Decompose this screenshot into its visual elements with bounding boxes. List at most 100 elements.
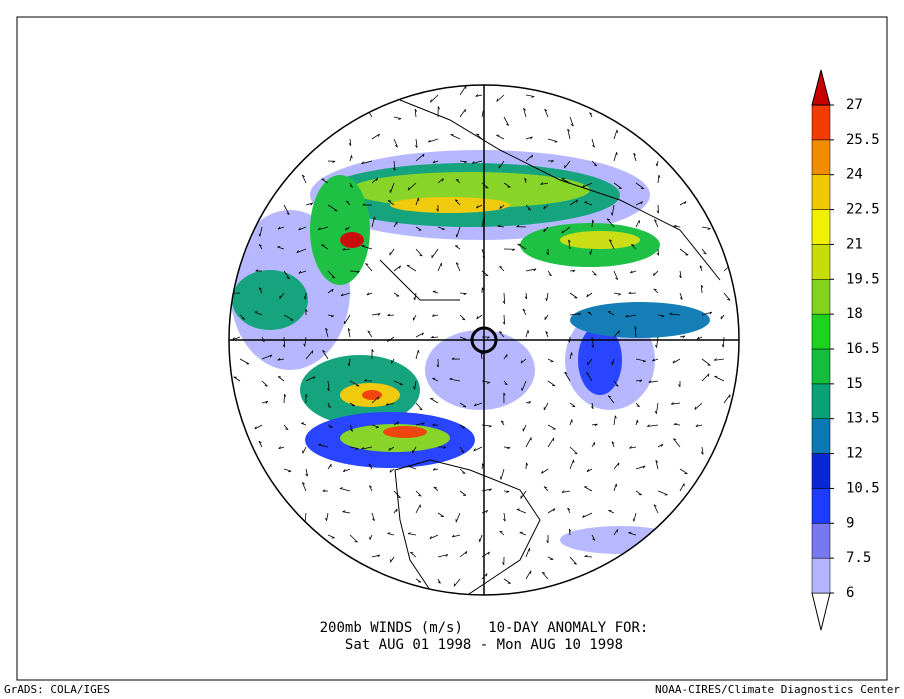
wind-vector bbox=[301, 174, 307, 184]
wind-vector bbox=[699, 265, 703, 272]
wind-vector bbox=[277, 226, 285, 230]
wind-vector bbox=[277, 376, 285, 382]
colorbar: 6 7.5 9 10.5 12 13.5 15 16.5 18 19.5 21 22.5 24 25.5 2… bbox=[811, 69, 880, 631]
wind-vector bbox=[547, 380, 556, 387]
wind-vector bbox=[437, 512, 445, 517]
wind-vector bbox=[279, 292, 285, 299]
colorbar-swatch bbox=[811, 348, 831, 385]
wind-vector bbox=[568, 239, 571, 250]
map bbox=[229, 85, 739, 595]
wind-vector bbox=[503, 248, 516, 251]
wind-vector bbox=[261, 380, 268, 387]
wind-vector bbox=[499, 204, 505, 210]
wind-vector bbox=[327, 380, 330, 392]
wind-vector bbox=[569, 313, 582, 316]
wind-vector bbox=[459, 160, 467, 164]
wind-vector bbox=[303, 292, 307, 300]
wind-vector bbox=[499, 266, 505, 272]
wind-vector bbox=[255, 269, 263, 272]
wind-vector bbox=[679, 270, 682, 279]
wind-vector bbox=[611, 358, 615, 365]
wind-vector bbox=[695, 424, 703, 428]
wind-vector bbox=[449, 377, 461, 382]
pole bbox=[470, 326, 498, 354]
wind-vector bbox=[410, 551, 417, 558]
wind-vector bbox=[415, 349, 420, 360]
wind-vector bbox=[476, 314, 483, 320]
wind-vector bbox=[653, 219, 659, 228]
wind-vector bbox=[500, 420, 505, 426]
wind-vector bbox=[503, 578, 511, 584]
wind-vector bbox=[521, 380, 527, 391]
wind-vector bbox=[547, 358, 554, 363]
wind-vector bbox=[657, 490, 668, 496]
wind-vector bbox=[349, 380, 360, 387]
wind-vector bbox=[349, 155, 353, 162]
wind-vector bbox=[568, 528, 572, 536]
wind-vector bbox=[700, 446, 704, 455]
wind-vector bbox=[499, 530, 505, 536]
wind-vector bbox=[543, 486, 549, 492]
wind-vector bbox=[591, 270, 597, 276]
wind-vector bbox=[502, 314, 505, 325]
wind-vector bbox=[453, 578, 461, 587]
wind-vector bbox=[345, 200, 351, 206]
colorbar-swatch bbox=[811, 313, 831, 350]
wind-vector bbox=[545, 292, 549, 301]
wind-vector bbox=[342, 247, 351, 251]
wind-vector bbox=[459, 292, 467, 296]
wind-vector bbox=[608, 509, 615, 514]
wind-vector bbox=[525, 570, 532, 580]
wind-vector bbox=[415, 504, 421, 514]
wind-vector bbox=[517, 243, 527, 250]
wind-vector bbox=[415, 578, 422, 583]
wind-vector bbox=[283, 270, 290, 280]
wind-vector bbox=[254, 424, 263, 430]
wind-vector bbox=[543, 226, 549, 233]
wind-vector bbox=[371, 216, 376, 228]
wind-vector bbox=[591, 219, 595, 228]
wind-vector bbox=[305, 309, 308, 316]
wind-vector bbox=[481, 182, 489, 189]
wind-vector bbox=[349, 534, 358, 543]
wind-vector bbox=[652, 358, 659, 362]
wind-vector bbox=[613, 182, 622, 189]
wind-vector bbox=[657, 443, 664, 448]
wind-vector bbox=[582, 512, 593, 518]
wind-vector bbox=[455, 262, 461, 272]
colorbar-label: 25.5 bbox=[846, 132, 880, 148]
wind-vector bbox=[723, 292, 731, 301]
wind-vector bbox=[629, 446, 637, 449]
wind-vector bbox=[261, 400, 269, 404]
wind-vector bbox=[670, 402, 681, 405]
wind-vector bbox=[258, 440, 263, 448]
colorbar-swatch bbox=[811, 139, 831, 175]
wind-vector bbox=[672, 358, 681, 364]
caption-line: 200mb WINDS (m/s) 10-DAY ANOMALY FOR: bbox=[320, 620, 649, 636]
wind-vector bbox=[325, 512, 329, 521]
wind-vector bbox=[413, 292, 417, 301]
wind-vector bbox=[525, 330, 530, 338]
wind-vector bbox=[277, 245, 285, 250]
wind-vector bbox=[369, 534, 373, 540]
wind-vector bbox=[503, 446, 511, 450]
wind-vector bbox=[679, 292, 683, 300]
wind-vector bbox=[327, 314, 334, 318]
wind-vector bbox=[525, 462, 529, 470]
wind-vector bbox=[282, 336, 286, 348]
coastline bbox=[379, 99, 721, 301]
wind-vector bbox=[340, 292, 351, 297]
wind-vector bbox=[432, 423, 439, 426]
wind-vector bbox=[430, 335, 439, 339]
wind-vector bbox=[233, 376, 241, 382]
colorbar-label: 24 bbox=[846, 167, 863, 183]
wind-vector bbox=[547, 424, 556, 430]
wind-vector bbox=[387, 532, 395, 536]
wind-vector bbox=[569, 352, 573, 360]
wind-vector bbox=[371, 396, 380, 404]
wind-vector bbox=[283, 393, 287, 404]
wind-vector bbox=[451, 357, 461, 360]
wind-vector bbox=[471, 160, 483, 164]
wind-vector bbox=[694, 402, 703, 410]
wind-vector bbox=[547, 138, 558, 143]
